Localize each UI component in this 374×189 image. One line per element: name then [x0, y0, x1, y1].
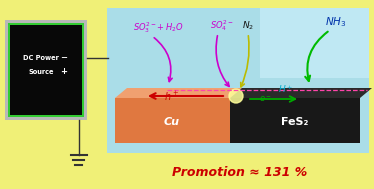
Text: $N_2$: $N_2$	[242, 20, 254, 32]
Text: DC Power: DC Power	[23, 55, 59, 61]
FancyBboxPatch shape	[8, 23, 84, 117]
Text: $NH_3$: $NH_3$	[325, 15, 347, 29]
Text: Promotion ≈ 131 %: Promotion ≈ 131 %	[172, 166, 308, 178]
FancyArrowPatch shape	[154, 38, 172, 81]
FancyArrowPatch shape	[241, 36, 249, 87]
Text: +: +	[61, 67, 67, 77]
Text: $H^+$: $H^+$	[278, 83, 294, 95]
Circle shape	[229, 89, 243, 103]
Polygon shape	[115, 88, 242, 98]
Text: −: −	[61, 53, 67, 63]
Text: Source: Source	[28, 69, 54, 75]
Text: FeS₂: FeS₂	[281, 117, 309, 127]
Text: $SO_3^{2-}$$+\,H_2O$: $SO_3^{2-}$$+\,H_2O$	[133, 21, 183, 36]
FancyBboxPatch shape	[260, 8, 369, 78]
Text: $SO_4^{2-}$: $SO_4^{2-}$	[210, 19, 234, 33]
FancyBboxPatch shape	[10, 25, 82, 115]
FancyBboxPatch shape	[107, 8, 369, 153]
Text: $h^+$: $h^+$	[165, 89, 180, 103]
FancyArrowPatch shape	[305, 32, 328, 81]
FancyArrowPatch shape	[216, 36, 229, 86]
Text: $e^-$: $e^-$	[258, 94, 272, 104]
FancyBboxPatch shape	[230, 98, 360, 143]
Polygon shape	[230, 88, 372, 98]
FancyBboxPatch shape	[115, 98, 230, 143]
Text: Cu: Cu	[164, 117, 180, 127]
FancyBboxPatch shape	[5, 20, 87, 120]
